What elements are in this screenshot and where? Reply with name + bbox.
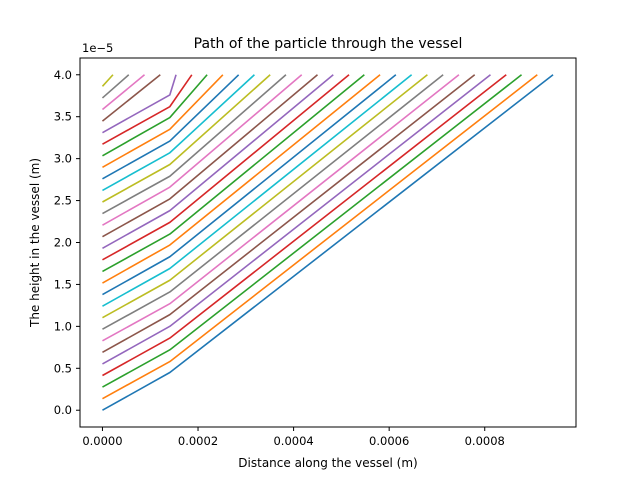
series-line-1 bbox=[102, 74, 554, 411]
series-line-14 bbox=[102, 74, 350, 261]
y-tick-label: 1.0 bbox=[54, 319, 72, 333]
series-line-19 bbox=[102, 74, 271, 203]
series-line-6 bbox=[102, 74, 476, 354]
series-line-27 bbox=[101, 74, 146, 111]
x-tick-label: 0.0008 bbox=[465, 434, 505, 448]
series-line-26 bbox=[101, 74, 161, 122]
y-axis-ticks: 0.0 0.5 1.0 1.5 2.0 2.5 3.0 3.5 4.0 bbox=[54, 68, 80, 417]
x-tick-label: 0.0006 bbox=[369, 434, 409, 448]
x-tick-label: 0.0004 bbox=[273, 434, 313, 448]
y-tick-label: 0.5 bbox=[54, 361, 72, 375]
series-line-11 bbox=[102, 74, 397, 296]
y-tick-label: 1.5 bbox=[54, 277, 72, 291]
series-line-8 bbox=[102, 74, 444, 330]
y-tick-label: 3.0 bbox=[54, 152, 72, 166]
series-line-3 bbox=[102, 74, 523, 388]
series-line-23 bbox=[102, 74, 208, 157]
series-line-4 bbox=[102, 74, 507, 377]
x-tick-label: 0.0000 bbox=[82, 434, 122, 448]
x-axis-label: Distance along the vessel (m) bbox=[238, 456, 417, 470]
series-line-12 bbox=[102, 74, 381, 284]
series-line-21 bbox=[102, 74, 240, 180]
series-line-5 bbox=[102, 74, 491, 365]
y-tick-label: 3.5 bbox=[54, 110, 72, 124]
series-line-17 bbox=[102, 74, 303, 226]
y-axis-offset-label: 1e−5 bbox=[82, 41, 113, 55]
series-line-18 bbox=[102, 74, 287, 215]
y-tick-label: 0.0 bbox=[54, 403, 72, 417]
chart-title: Path of the particle through the vessel bbox=[194, 36, 463, 52]
x-tick-label: 0.0002 bbox=[178, 434, 218, 448]
series-line-28 bbox=[101, 74, 130, 99]
series-line-22 bbox=[102, 74, 224, 168]
series-line-13 bbox=[102, 74, 365, 273]
x-axis-ticks: 0.0000 0.0002 0.0004 0.0006 0.0008 bbox=[82, 427, 505, 448]
series-line-2 bbox=[102, 74, 538, 400]
series-line-10 bbox=[102, 74, 413, 307]
series-line-16 bbox=[102, 74, 319, 238]
series-line-15 bbox=[102, 74, 334, 249]
series-layer bbox=[101, 74, 554, 411]
y-tick-label: 2.5 bbox=[54, 194, 72, 208]
y-tick-label: 2.0 bbox=[54, 236, 72, 250]
series-line-9 bbox=[102, 74, 428, 319]
plot-frame bbox=[79, 57, 577, 428]
series-line-7 bbox=[102, 74, 460, 342]
series-line-25 bbox=[102, 74, 177, 134]
y-tick-label: 4.0 bbox=[54, 68, 72, 82]
y-axis-label: The height in the vessel (m) bbox=[28, 158, 42, 328]
series-line-29 bbox=[101, 74, 114, 87]
series-line-20 bbox=[102, 74, 255, 192]
series-line-24 bbox=[102, 74, 193, 145]
